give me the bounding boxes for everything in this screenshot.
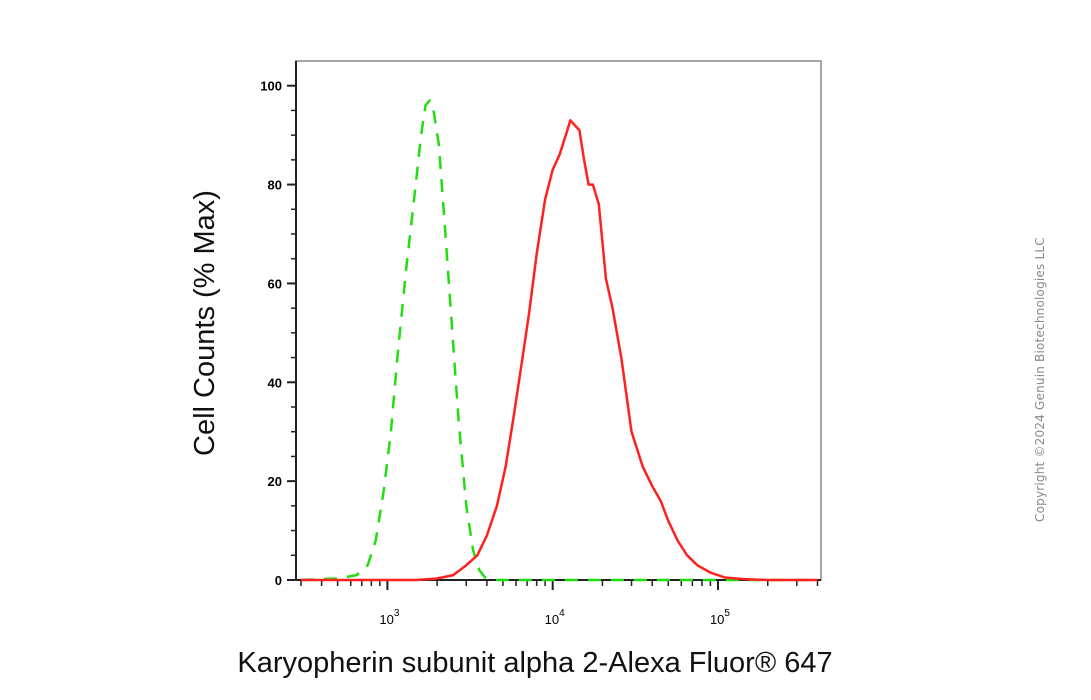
y-tick-label: 0 xyxy=(275,573,282,588)
y-axis-title: Cell Counts (% Max) xyxy=(189,190,221,456)
copyright-notice: Copyright ©2024 Genuin Biotechnologies L… xyxy=(1033,237,1047,522)
x-tick-label: 104 xyxy=(545,608,565,627)
y-major-ticks: 0 20 40 60 80 100 xyxy=(260,79,296,588)
y-tick-label: 40 xyxy=(268,375,282,390)
y-tick-label: 20 xyxy=(268,474,282,489)
x-ticks xyxy=(300,580,819,590)
y-tick-label: 60 xyxy=(268,276,282,291)
x-tick-label: 105 xyxy=(710,608,730,627)
x-axis-title: Karyopherin subunit alpha 2-Alexa Fluor®… xyxy=(237,647,832,679)
y-minor-ticks xyxy=(291,84,296,581)
y-tick-label: 100 xyxy=(260,79,282,94)
series-2-solid-line xyxy=(301,119,818,582)
x-tick-labels: 103 104 105 xyxy=(379,608,730,627)
y-tick-label: 80 xyxy=(268,178,282,193)
x-tick-label: 103 xyxy=(379,608,399,627)
plot-frame xyxy=(295,60,822,581)
series-layer xyxy=(300,99,818,582)
